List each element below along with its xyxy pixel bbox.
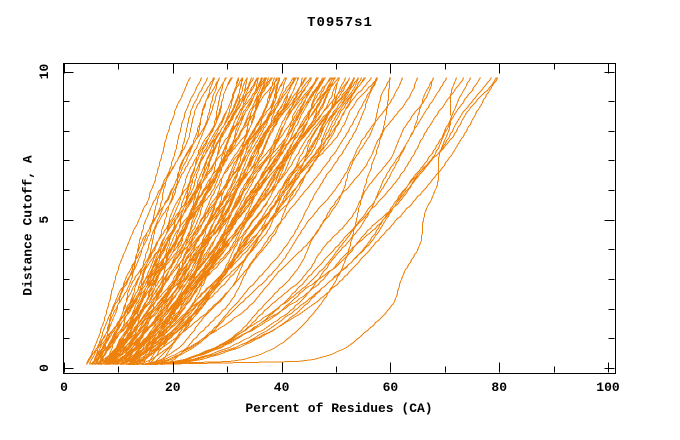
y-axis-label: Distance Cutoff, A	[20, 155, 36, 296]
gdt-curve	[143, 77, 457, 365]
gdt-curve	[98, 77, 214, 365]
y-tick-label: 5	[37, 216, 52, 224]
gdt-curve	[93, 77, 202, 365]
axis-ticks	[63, 63, 615, 373]
y-tick-label: 0	[37, 364, 52, 372]
gdt-curve	[91, 77, 269, 365]
gdt-curve	[128, 77, 336, 365]
gdt-curve	[147, 77, 378, 365]
gdt-curve	[90, 77, 248, 365]
x-tick-label: 20	[165, 380, 181, 395]
gdt-curve	[134, 77, 434, 365]
gdt-curve	[141, 77, 418, 365]
gdt-curve	[127, 77, 378, 365]
plot-title: T0957s1	[307, 15, 373, 31]
gdt-curve	[152, 77, 403, 365]
gdt-curve	[144, 77, 391, 365]
gdt-curve	[99, 77, 311, 365]
x-tick-label: 0	[60, 380, 68, 395]
gdt-curve	[128, 77, 390, 365]
y-tick-labels: 0 5 10	[37, 64, 52, 372]
x-tick-label: 80	[491, 380, 507, 395]
gdt-curve	[116, 77, 362, 365]
gdt-curve	[89, 77, 227, 365]
gdt-curve	[98, 77, 286, 365]
x-axis-label: Percent of Residues (CA)	[245, 401, 433, 416]
plot-border	[63, 63, 616, 374]
gdt-curve	[160, 77, 481, 365]
gdt-curve	[104, 77, 296, 365]
gdt-curve	[105, 77, 294, 365]
x-tick-label: 40	[274, 380, 290, 395]
x-tick-labels: 0 20 40 60 80 100	[60, 380, 620, 395]
gdt-curve	[92, 77, 294, 365]
gdt-curve	[112, 77, 323, 365]
gdt-curve	[156, 77, 497, 365]
x-tick-label: 60	[383, 380, 399, 395]
gdt-curve	[120, 77, 372, 365]
model-curves	[86, 77, 498, 365]
gdt-curve	[90, 77, 259, 365]
gdt-curve	[97, 77, 243, 365]
gdt-curve	[154, 77, 434, 365]
gdt-curve	[138, 77, 366, 365]
gdt-curve	[137, 77, 326, 365]
gdt-curve	[101, 77, 297, 365]
gdt-curve	[107, 77, 339, 365]
gdt-curve	[108, 77, 333, 365]
gdt-curve	[142, 77, 471, 365]
gdt-curve	[147, 77, 447, 365]
gdt-curve	[149, 77, 498, 365]
gdt-curve	[111, 77, 267, 365]
gdt-curve	[86, 77, 191, 365]
y-tick-label: 10	[37, 64, 52, 80]
x-tick-label: 100	[596, 380, 620, 395]
gdt-curve	[151, 77, 464, 365]
gdt-curve	[108, 77, 346, 365]
gdt-curve	[106, 77, 317, 365]
gdt-curve	[96, 77, 258, 365]
gdt-curve	[86, 77, 208, 365]
